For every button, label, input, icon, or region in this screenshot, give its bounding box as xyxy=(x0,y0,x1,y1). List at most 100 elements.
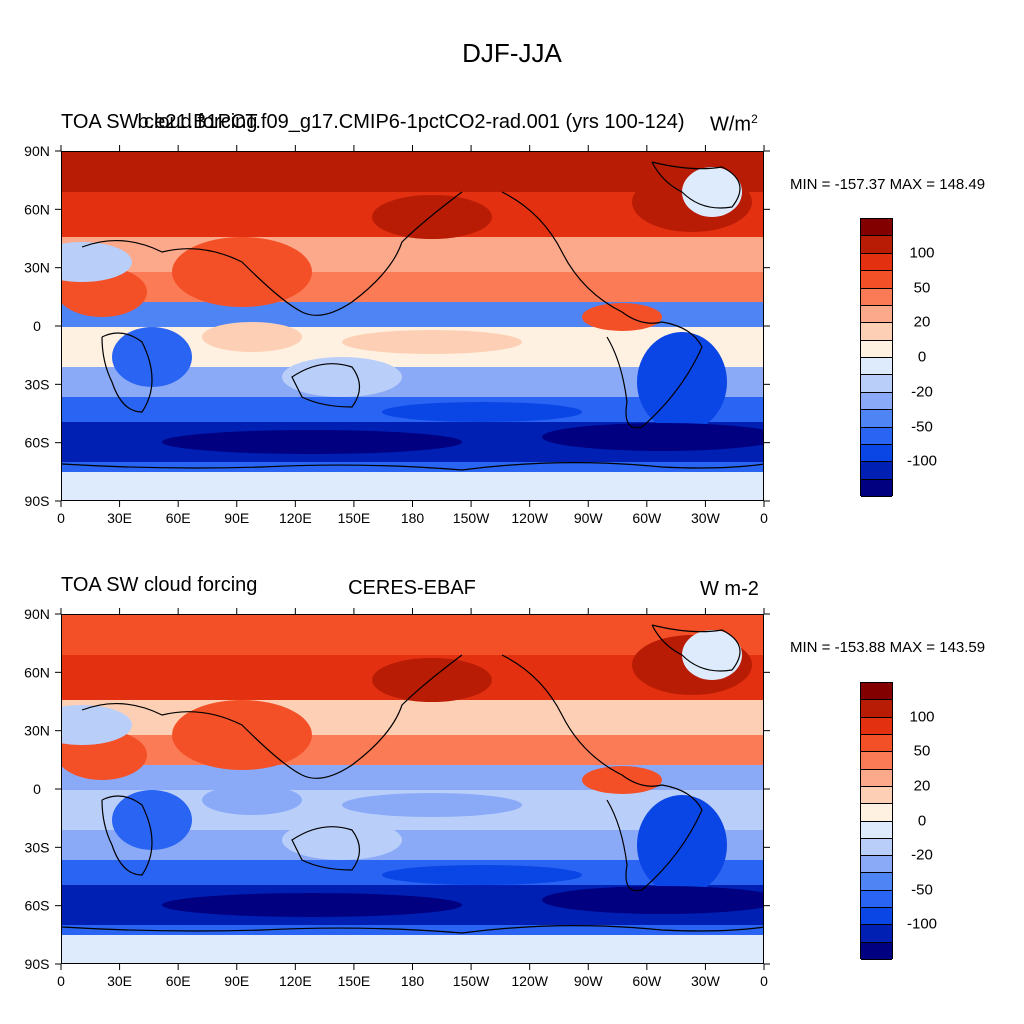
colorbar-label: 50 xyxy=(913,742,931,760)
colorbar-swatch xyxy=(861,236,892,254)
units-text: W m-2 xyxy=(700,578,759,600)
x-tick-label: 0 xyxy=(57,510,65,526)
colorbar-label: 100 xyxy=(909,708,935,726)
field-blob xyxy=(342,793,522,817)
y-tick-label: 90S xyxy=(25,493,50,509)
x-tick-label: 90E xyxy=(224,510,249,526)
colorbar-label: 100 xyxy=(909,244,935,262)
field-blob xyxy=(682,630,742,680)
map-frame xyxy=(61,151,764,501)
colorbar-swatch xyxy=(861,786,892,805)
x-tick-label: 60W xyxy=(632,973,662,989)
field-map xyxy=(62,152,763,500)
colorbar-swatch xyxy=(861,340,892,358)
colorbar-swatch xyxy=(861,323,892,341)
coastline xyxy=(101,795,153,876)
coastline xyxy=(291,826,361,871)
y-tick-label: 30S xyxy=(25,376,50,392)
field-blob xyxy=(172,700,312,770)
coastline xyxy=(261,925,763,934)
field-band xyxy=(62,472,763,500)
x-tick-label: 30E xyxy=(107,510,132,526)
x-tick-label: 150E xyxy=(338,510,371,526)
field-blob xyxy=(202,785,302,815)
colorbar-label: 20 xyxy=(913,313,931,331)
x-tick-label: 120E xyxy=(279,510,312,526)
x-tick-label: 120W xyxy=(511,510,548,526)
field-blob xyxy=(382,402,582,422)
colorbar-swatch xyxy=(861,392,892,411)
coastline xyxy=(62,463,263,469)
x-tick-label: 120E xyxy=(279,973,312,989)
colorbar-swatch xyxy=(861,427,892,445)
field-blob xyxy=(172,237,312,307)
field-blob xyxy=(162,430,462,454)
colorbar-swatch xyxy=(861,717,892,735)
field-map xyxy=(62,615,763,963)
x-tick-label: 0 xyxy=(760,973,768,989)
x-tick-label: 90W xyxy=(574,973,604,989)
colorbar-swatch xyxy=(861,479,892,497)
units-text: W/m xyxy=(710,113,752,136)
y-tick-label: 90S xyxy=(25,956,50,972)
field-blob xyxy=(162,893,462,917)
field-blob xyxy=(62,242,132,282)
colorbar-swatch xyxy=(861,305,892,324)
colorbar-label: 50 xyxy=(913,279,931,296)
coastline xyxy=(651,624,741,672)
x-tick-label: 180 xyxy=(401,510,425,526)
colorbar-swatch xyxy=(861,375,892,393)
field-blob xyxy=(582,303,662,331)
coastline xyxy=(501,654,703,892)
colorbar-swatch xyxy=(861,804,892,822)
panel-center-title: CERES-EBAF xyxy=(348,577,476,599)
panel-units: W m-2 xyxy=(700,578,759,601)
minmax-text: MIN = -153.88 MAX = 143.59 xyxy=(790,639,986,656)
x-tick-label: 30E xyxy=(107,973,132,989)
y-tick-label: 60N xyxy=(24,664,50,680)
field-blob xyxy=(372,195,492,239)
coastline xyxy=(651,161,741,209)
colorbar-swatch xyxy=(861,873,892,891)
y-tick-label: 30S xyxy=(25,839,50,855)
colorbar-swatch xyxy=(861,925,892,943)
y-tick-label: 60S xyxy=(25,435,50,451)
colorbar xyxy=(860,218,893,497)
colorbar-label: -100 xyxy=(906,915,938,933)
x-tick-label: 180 xyxy=(401,973,425,989)
colorbar-label: -20 xyxy=(911,383,933,401)
y-tick-label: 90N xyxy=(24,143,50,159)
coastline xyxy=(62,926,263,932)
colorbar-swatch xyxy=(861,942,892,960)
x-tick-label: 150W xyxy=(453,973,490,989)
y-tick-label: 0 xyxy=(33,318,41,334)
field-blob xyxy=(582,766,662,794)
colorbar-swatch xyxy=(861,700,892,718)
field-blob xyxy=(112,790,192,850)
colorbar-swatch xyxy=(861,358,892,376)
colorbar-swatch xyxy=(861,271,892,289)
y-tick-label: 90N xyxy=(24,606,50,622)
colorbar-swatch xyxy=(861,288,892,306)
colorbar-swatch xyxy=(861,856,892,874)
coastline xyxy=(261,462,763,471)
colorbar-label: -50 xyxy=(911,881,933,899)
coastline xyxy=(101,332,153,413)
x-tick-label: 150E xyxy=(338,973,371,989)
field-blob xyxy=(202,322,302,352)
x-tick-label: 30W xyxy=(691,510,721,526)
panel-units: W/m2 xyxy=(710,112,758,137)
colorbar xyxy=(860,682,893,960)
units-superscript: 2 xyxy=(751,112,758,126)
field-blob xyxy=(62,705,132,745)
colorbar-swatch xyxy=(861,752,892,770)
field-blob xyxy=(542,423,763,451)
y-tick-label: 60S xyxy=(25,898,50,914)
minmax-text: MIN = -157.37 MAX = 148.49 xyxy=(790,176,986,193)
field-blob xyxy=(542,886,763,914)
x-tick-label: 0 xyxy=(57,973,65,989)
y-tick-label: 30N xyxy=(24,260,50,276)
colorbar-swatch xyxy=(861,410,892,428)
x-tick-label: 30W xyxy=(691,973,721,989)
